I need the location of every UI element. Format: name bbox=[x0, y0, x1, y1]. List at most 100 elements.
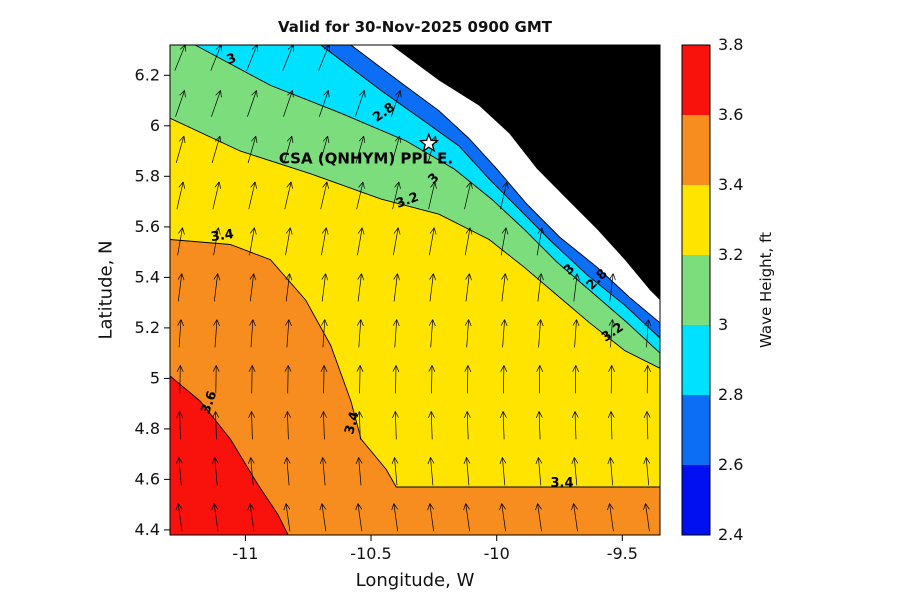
x-tick-label: -11 bbox=[232, 544, 258, 563]
wave-direction-arrow bbox=[247, 457, 255, 486]
wave-direction-arrow bbox=[390, 90, 402, 117]
wave-direction-arrow bbox=[392, 365, 400, 394]
wave-direction-arrow bbox=[213, 319, 220, 348]
wave-direction-arrow bbox=[536, 319, 544, 348]
y-tick-label: 6 bbox=[150, 116, 160, 135]
wave-direction-arrow bbox=[213, 227, 221, 256]
wave-direction-arrow bbox=[355, 135, 366, 164]
colorbar-tick-label: 2.4 bbox=[718, 525, 743, 544]
wave-direction-arrow bbox=[213, 273, 221, 302]
wave-direction-arrow bbox=[463, 503, 470, 532]
wave-direction-arrow bbox=[429, 273, 437, 302]
wave-direction-arrow bbox=[176, 365, 184, 394]
wave-direction-arrow bbox=[644, 319, 652, 348]
wave-direction-arrow bbox=[572, 365, 580, 394]
wave-direction-arrow bbox=[428, 181, 437, 210]
wave-direction-arrow bbox=[464, 319, 472, 348]
wave-direction-arrow bbox=[643, 411, 651, 440]
wave-direction-arrow bbox=[249, 319, 256, 348]
wave-direction-arrow bbox=[283, 457, 291, 486]
wave-direction-arrow bbox=[211, 90, 222, 117]
wave-direction-arrow bbox=[356, 181, 365, 210]
contour-line-c32 bbox=[169, 117, 661, 369]
colorbar-tick-label: 3 bbox=[718, 315, 728, 334]
contour-line-c30 bbox=[194, 44, 661, 354]
colorbar-tick-label: 3.4 bbox=[718, 175, 743, 194]
y-tick-label: 4.6 bbox=[135, 469, 160, 488]
wave-direction-arrow bbox=[175, 457, 183, 486]
colorbar-segment bbox=[682, 185, 710, 255]
wave-direction-arrow bbox=[536, 365, 544, 394]
x-tick-label: -10.5 bbox=[350, 544, 391, 563]
wave-direction-arrow bbox=[356, 319, 364, 348]
wave-direction-arrow bbox=[608, 319, 616, 348]
wave-direction-arrow bbox=[464, 181, 473, 210]
wave-direction-arrow bbox=[177, 273, 185, 302]
wave-direction-arrow bbox=[249, 273, 257, 302]
wave-direction-arrow bbox=[644, 365, 651, 394]
wave-direction-arrow bbox=[463, 457, 471, 486]
wave-direction-arrow bbox=[211, 135, 222, 164]
wave-direction-arrow bbox=[393, 273, 401, 302]
wave-direction-arrow bbox=[211, 503, 219, 532]
wave-direction-arrow bbox=[177, 319, 184, 348]
wave-direction-arrow bbox=[607, 411, 615, 440]
wave-direction-arrow bbox=[177, 227, 185, 256]
wave-direction-arrow bbox=[357, 273, 365, 302]
wave-direction-arrow bbox=[212, 181, 222, 210]
wave-direction-arrow bbox=[321, 319, 328, 348]
y-tick-label: 5 bbox=[150, 368, 160, 387]
wave-direction-arrow bbox=[249, 227, 257, 256]
wave-direction-arrow bbox=[356, 411, 363, 440]
land-mask bbox=[391, 45, 660, 301]
colorbar-tick-label: 2.8 bbox=[718, 385, 743, 404]
contour-label: 3.4 bbox=[550, 476, 573, 491]
plot-frame bbox=[169, 44, 661, 536]
wave-direction-arrow bbox=[355, 457, 363, 486]
wave-direction-arrow bbox=[464, 411, 471, 440]
wave-direction-arrow bbox=[320, 181, 329, 210]
y-tick-label: 5.2 bbox=[135, 318, 160, 337]
colorbar-segment bbox=[682, 255, 710, 325]
wave-direction-arrow bbox=[321, 273, 329, 302]
wave-direction-arrow bbox=[500, 319, 508, 348]
wave-direction-arrow bbox=[318, 90, 330, 117]
wave-direction-arrow bbox=[284, 411, 292, 440]
wave-direction-arrow bbox=[285, 273, 293, 302]
wave-direction-arrow bbox=[428, 411, 435, 440]
wave-direction-arrow bbox=[501, 273, 508, 302]
wave-direction-arrow bbox=[572, 319, 580, 348]
wave-direction-arrow bbox=[355, 503, 363, 532]
wave-direction-arrow bbox=[283, 135, 294, 164]
wave-direction-arrow bbox=[320, 365, 328, 394]
y-tick-label: 5.8 bbox=[135, 166, 160, 185]
colorbar-tick-label: 2.6 bbox=[718, 455, 743, 474]
y-tick-label: 4.4 bbox=[135, 520, 160, 539]
y-tick-label: 5.6 bbox=[135, 217, 160, 236]
station-star-marker bbox=[418, 132, 440, 153]
wave-direction-arrow bbox=[357, 227, 365, 256]
wave-direction-arrow bbox=[428, 365, 436, 394]
colorbar-segment bbox=[682, 395, 710, 465]
wave-direction-arrow bbox=[535, 457, 543, 486]
wave-direction-arrow bbox=[536, 227, 545, 256]
wave-direction-arrow bbox=[537, 273, 544, 302]
wave-direction-arrow bbox=[464, 227, 473, 256]
wave-direction-arrow bbox=[427, 503, 435, 532]
wave-direction-arrow bbox=[499, 503, 506, 532]
wave-direction-arrow bbox=[428, 227, 437, 256]
wave-direction-arrow bbox=[499, 411, 507, 440]
wave-direction-arrow bbox=[247, 135, 258, 164]
wave-direction-arrow bbox=[248, 181, 258, 210]
wave-direction-arrow bbox=[392, 319, 400, 348]
colorbar-tick-label: 3.8 bbox=[718, 35, 743, 54]
colorbar-segment bbox=[682, 325, 710, 395]
wave-direction-arrow bbox=[391, 457, 399, 486]
wave-direction-arrow bbox=[284, 365, 292, 394]
wave-direction-arrow bbox=[607, 457, 615, 486]
colorbar-segment bbox=[682, 115, 710, 185]
wave-direction-arrow bbox=[285, 227, 293, 256]
wave-direction-arrow bbox=[608, 365, 616, 394]
wave-direction-arrow bbox=[392, 181, 401, 210]
